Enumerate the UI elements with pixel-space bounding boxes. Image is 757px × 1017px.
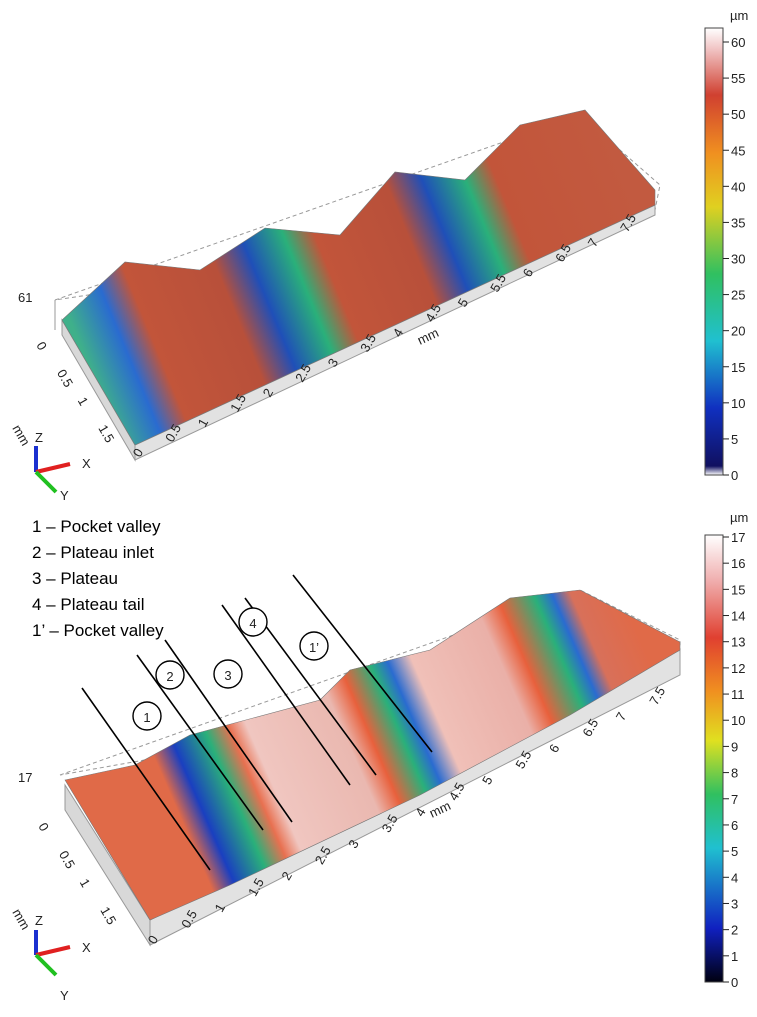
colorbar-tick-label: 8 [731, 766, 738, 781]
colorbar-tick-label: 9 [731, 739, 738, 754]
colorbar-tick-label: 60 [731, 35, 745, 50]
y-tick-label: 0.5 [54, 367, 76, 390]
colorbar-tick-label: 1 [731, 949, 738, 964]
colorbar-tick-label: 6 [731, 818, 738, 833]
colorbar-tick-label: 30 [731, 252, 745, 267]
legend-item: 4 – Plateau tail [32, 595, 144, 614]
z-max-label: 61 [18, 290, 32, 305]
x-axis-unit: mm [415, 325, 441, 348]
legend-item: 3 – Plateau [32, 569, 118, 588]
region-marker-label: 4 [249, 616, 256, 631]
colorbar-tick-label: 7 [731, 792, 738, 807]
triad-z: Z [35, 430, 43, 445]
y-axis-unit: mm [9, 422, 33, 448]
colorbar-tick-label: 17 [731, 530, 745, 545]
colorbar-tick-label: 5 [731, 844, 738, 859]
colorbar-tick-label: 55 [731, 71, 745, 86]
triad-z: Z [35, 913, 43, 928]
colorbar-tick-label: 25 [731, 288, 745, 303]
colorbar-tick-label: 15 [731, 582, 745, 597]
colorbar-tick-label: 15 [731, 360, 745, 375]
region-marker [132, 701, 162, 731]
y-tick-label: 1.5 [97, 904, 119, 927]
triad-x: X [82, 940, 91, 955]
region-marker-label: 3 [224, 668, 231, 683]
surface [64, 589, 681, 921]
colorbar [704, 27, 724, 476]
y-tick-label: 0 [33, 339, 50, 353]
legend-item: 1 – Pocket valley [32, 517, 161, 536]
y-tick-label: 1 [75, 394, 92, 408]
colorbar-tick-label: 40 [731, 179, 745, 194]
colorbar-tick-label: 3 [731, 896, 738, 911]
colorbar-tick-label: 14 [731, 609, 745, 624]
z-max-label: 17 [18, 770, 32, 785]
y-tick-label: 1 [77, 876, 94, 890]
colorbar-tick-label: 2 [731, 923, 738, 938]
region-marker [213, 659, 243, 689]
legend-item: 1’ – Pocket valley [32, 621, 164, 640]
colorbar-tick-label: 10 [731, 396, 745, 411]
x-tick-label: 6 [546, 741, 563, 755]
colorbar-tick-label: 4 [731, 870, 738, 885]
region-marker [299, 631, 329, 661]
colorbar-tick-label: 20 [731, 324, 745, 339]
region-marker-label: 1’ [309, 640, 319, 655]
surface [61, 109, 656, 446]
colorbar-tick-label: 5 [731, 432, 738, 447]
x-tick-label: 5 [479, 773, 496, 787]
legend: 1 – Pocket valley 2 – Plateau inlet 3 – Pl… [32, 517, 164, 640]
colorbar-tick-label: 16 [731, 556, 745, 571]
colorbar-tick-label: 10 [731, 713, 745, 728]
colorbar-unit: µm [730, 8, 748, 23]
axis-triad [34, 446, 71, 977]
colorbar-tick-label: 35 [731, 215, 745, 230]
colorbar-tick-label: 12 [731, 661, 745, 676]
region-marker [155, 660, 185, 690]
colorbar-unit: µm [730, 510, 748, 525]
colorbar [704, 534, 724, 983]
colorbar-tick-label: 0 [731, 468, 738, 483]
colorbar-tick-label: 50 [731, 107, 745, 122]
x-tick-label: 7 [613, 710, 630, 724]
y-axis-unit: mm [9, 906, 33, 932]
legend-item: 2 – Plateau inlet [32, 543, 154, 562]
top-plot [54, 109, 661, 462]
y-tick-label: 0 [35, 820, 52, 834]
region-marker-label: 2 [166, 669, 173, 684]
colorbar-tick-label: 45 [731, 143, 745, 158]
colorbar-tick-label: 11 [731, 687, 745, 702]
triad-y: Y [60, 988, 69, 1003]
y-tick-label: 0.5 [56, 848, 78, 871]
region-lines [81, 574, 433, 871]
y-tick-label: 1.5 [95, 422, 117, 445]
colorbar-tick-label: 0 [731, 975, 738, 990]
bottom-plot [59, 574, 681, 947]
triad-y: Y [60, 488, 69, 503]
region-marker [238, 607, 268, 637]
region-marker-label: 1 [143, 710, 150, 725]
triad-x: X [82, 456, 91, 471]
colorbar-tick-label: 13 [731, 635, 745, 650]
